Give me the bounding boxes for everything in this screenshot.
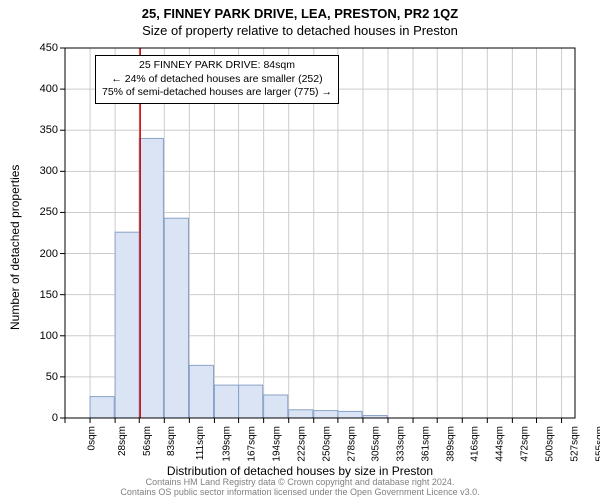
y-tick-label: 450 xyxy=(28,42,58,54)
y-tick-label: 250 xyxy=(28,206,58,218)
x-tick-label: 222sqm xyxy=(296,426,307,462)
x-tick-label: 555sqm xyxy=(594,426,600,462)
y-tick-label: 0 xyxy=(28,412,58,424)
x-tick-label: 416sqm xyxy=(470,426,481,462)
annotation-line-3: 75% of semi-detached houses are larger (… xyxy=(102,86,332,100)
annotation-line-1: 25 FINNEY PARK DRIVE: 84sqm xyxy=(102,59,332,73)
x-tick-label: 389sqm xyxy=(446,426,457,462)
x-tick-label: 444sqm xyxy=(495,426,506,462)
x-tick-label: 0sqm xyxy=(86,426,97,450)
x-tick-label: 472sqm xyxy=(520,426,531,462)
x-tick-label: 500sqm xyxy=(545,426,556,462)
y-tick-label: 400 xyxy=(28,83,58,95)
x-tick-label: 527sqm xyxy=(569,426,580,462)
y-tick-label: 200 xyxy=(28,248,58,260)
x-tick-label: 194sqm xyxy=(271,426,282,462)
y-tick-label: 150 xyxy=(28,289,58,301)
x-tick-label: 28sqm xyxy=(117,426,128,456)
y-tick-label: 300 xyxy=(28,165,58,177)
x-tick-label: 167sqm xyxy=(247,426,258,462)
annotation-box: 25 FINNEY PARK DRIVE: 84sqm ← 24% of det… xyxy=(95,55,339,104)
annotation-line-2: ← 24% of detached houses are smaller (25… xyxy=(102,73,332,87)
x-tick-label: 305sqm xyxy=(370,426,381,462)
x-tick-label: 250sqm xyxy=(321,426,332,462)
y-tick-label: 50 xyxy=(28,371,58,383)
footer-line-2: Contains OS public sector information li… xyxy=(0,488,600,498)
x-tick-label: 83sqm xyxy=(166,426,177,456)
x-tick-label: 111sqm xyxy=(195,426,206,460)
x-tick-label: 333sqm xyxy=(396,426,407,462)
y-tick-label: 350 xyxy=(28,124,58,136)
footer-attribution: Contains HM Land Registry data © Crown c… xyxy=(0,478,600,498)
x-tick-label: 139sqm xyxy=(222,426,233,462)
x-axis-label: Distribution of detached houses by size … xyxy=(0,464,600,478)
x-tick-label: 278sqm xyxy=(346,426,357,462)
x-tick-label: 361sqm xyxy=(421,426,432,462)
x-tick-label: 56sqm xyxy=(142,426,153,456)
y-tick-label: 100 xyxy=(28,330,58,342)
